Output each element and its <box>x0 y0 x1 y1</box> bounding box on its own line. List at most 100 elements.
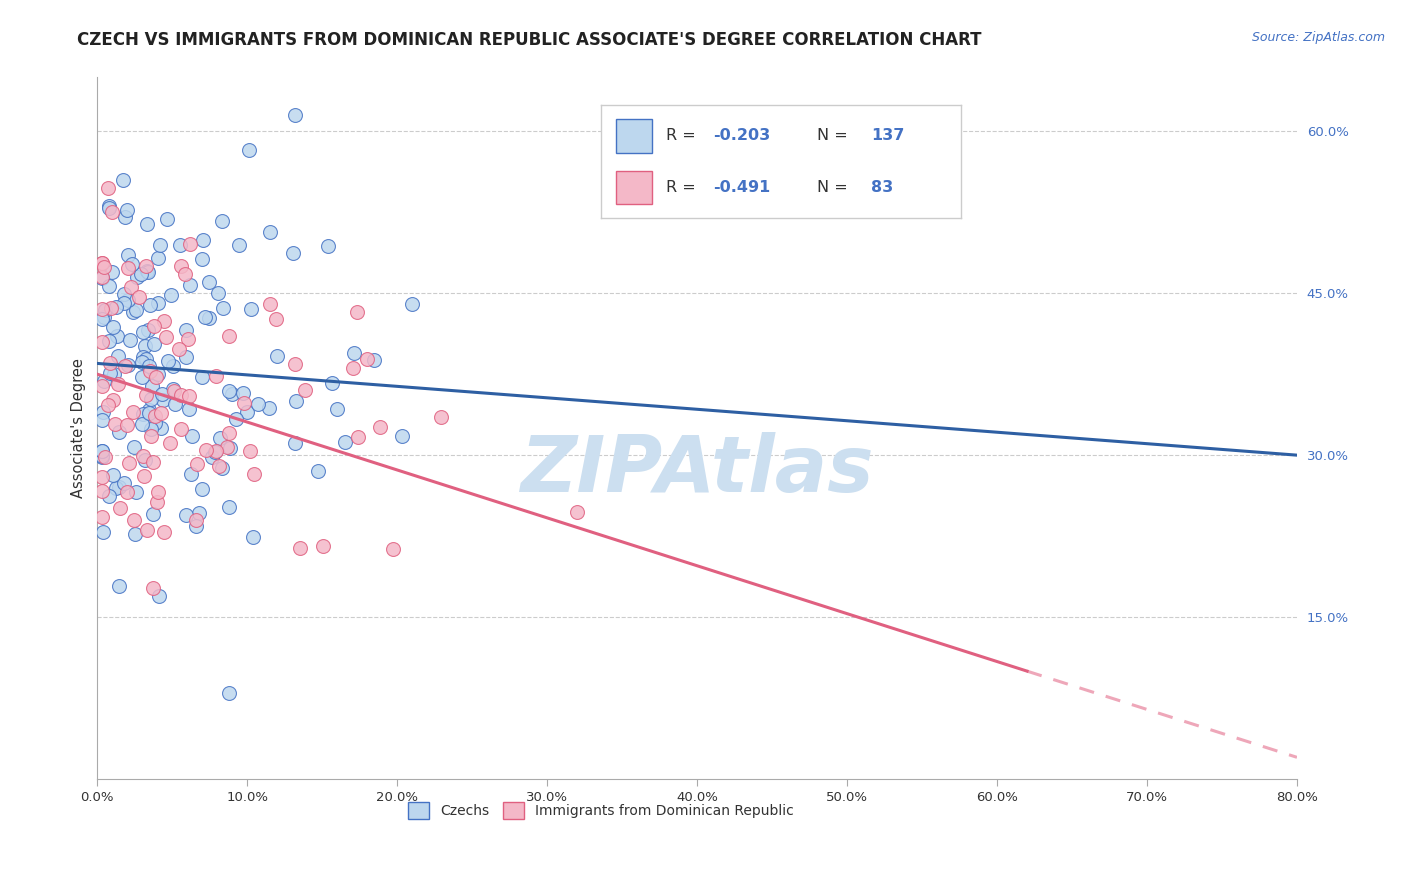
Point <box>195 443 218 458</box>
Point <box>131 369 153 384</box>
Point <box>125 269 148 284</box>
Point <box>163 384 186 398</box>
Point <box>160 288 183 302</box>
Point <box>139 364 162 378</box>
Point <box>94 303 117 318</box>
Point <box>138 403 160 417</box>
Point <box>108 480 131 494</box>
Point <box>90 379 112 393</box>
Point <box>221 387 243 401</box>
Point <box>101 392 124 407</box>
Point <box>107 349 129 363</box>
Point <box>218 329 240 343</box>
Point <box>90 256 112 270</box>
Legend: Czechs, Immigrants from Dominican Republic: Czechs, Immigrants from Dominican Republ… <box>402 797 800 824</box>
Point <box>101 205 124 219</box>
Point <box>148 589 170 603</box>
Point <box>266 349 288 363</box>
Point <box>218 425 240 440</box>
Point <box>100 301 122 315</box>
Point <box>100 366 122 380</box>
Point <box>188 506 211 520</box>
Point <box>312 539 335 553</box>
Point <box>181 428 204 442</box>
Point <box>363 352 385 367</box>
Point <box>156 353 179 368</box>
Point <box>163 397 186 411</box>
Y-axis label: Associate's Degree: Associate's Degree <box>72 359 86 498</box>
Point <box>198 275 221 289</box>
Point <box>205 368 228 383</box>
Point <box>142 455 165 469</box>
Point <box>152 392 174 407</box>
Point <box>218 685 240 699</box>
Point <box>174 508 197 523</box>
Point <box>177 332 200 346</box>
Point <box>136 323 159 337</box>
Point <box>117 359 139 373</box>
Point <box>207 459 229 474</box>
Point <box>131 355 153 369</box>
Point <box>170 388 193 402</box>
Point <box>143 337 166 351</box>
Point <box>104 417 127 432</box>
Point <box>232 386 254 401</box>
Point <box>346 305 368 319</box>
Point <box>246 397 269 411</box>
Text: CZECH VS IMMIGRANTS FROM DOMINICAN REPUBLIC ASSOCIATE'S DEGREE CORRELATION CHART: CZECH VS IMMIGRANTS FROM DOMINICAN REPUB… <box>77 31 981 49</box>
Point <box>307 464 329 478</box>
Point <box>90 450 112 464</box>
Point <box>108 579 131 593</box>
Point <box>138 406 160 420</box>
Point <box>180 467 202 481</box>
Point <box>114 210 136 224</box>
Point <box>97 334 120 349</box>
Point <box>114 359 136 374</box>
Point <box>343 345 366 359</box>
Point <box>104 300 127 314</box>
Point <box>148 484 170 499</box>
Text: ZIPAtlas: ZIPAtlas <box>520 433 875 508</box>
Point <box>97 279 120 293</box>
Point <box>105 329 128 343</box>
Point <box>148 251 170 265</box>
Point <box>101 265 124 279</box>
Point <box>139 392 162 406</box>
Point <box>139 298 162 312</box>
Point <box>333 434 356 449</box>
Point <box>232 396 254 410</box>
Point <box>90 271 112 285</box>
Point <box>342 360 364 375</box>
Point <box>186 458 208 472</box>
Point <box>243 467 266 482</box>
Point <box>118 456 141 470</box>
Point <box>132 449 155 463</box>
Point <box>90 470 112 484</box>
Point <box>240 301 263 316</box>
Point <box>211 213 233 227</box>
Point <box>122 513 145 527</box>
Point <box>325 401 347 416</box>
Point <box>90 311 112 326</box>
Point <box>121 257 143 271</box>
Point <box>90 413 112 427</box>
Point <box>132 351 155 365</box>
Point <box>177 401 200 416</box>
Point <box>112 287 135 301</box>
Point <box>174 350 197 364</box>
Point <box>228 237 250 252</box>
Point <box>177 389 200 403</box>
Point <box>90 256 112 270</box>
Point <box>108 425 131 439</box>
Point <box>136 523 159 537</box>
Point <box>162 359 184 373</box>
Point <box>259 225 281 239</box>
Point <box>135 388 157 402</box>
Point <box>193 233 215 247</box>
Point <box>152 313 174 327</box>
Point <box>201 450 224 464</box>
Point <box>141 429 163 443</box>
Point <box>401 296 423 310</box>
Point <box>155 330 177 344</box>
Text: Source: ZipAtlas.com: Source: ZipAtlas.com <box>1251 31 1385 45</box>
